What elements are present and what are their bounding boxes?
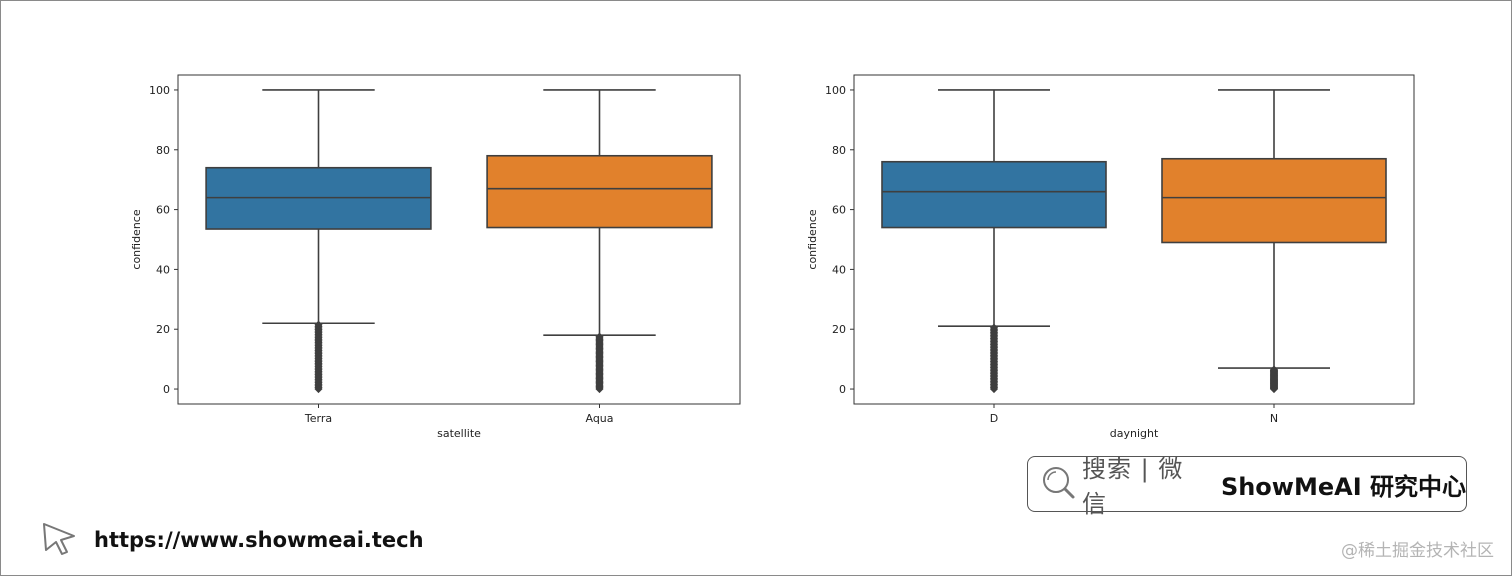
cursor-arrow-icon	[40, 518, 80, 562]
search-icon	[1040, 464, 1076, 504]
watermark: @稀土掘金技术社区	[1341, 541, 1494, 561]
x-axis-label: satellite	[437, 427, 481, 440]
x-tick-label: N	[1270, 412, 1278, 425]
y-axis-label: confidence	[806, 209, 819, 269]
site-url[interactable]: https://www.showmeai.tech	[94, 528, 424, 552]
badge-search-text: 搜索 | 微信	[1082, 455, 1184, 518]
y-tick-label: 80	[832, 144, 846, 157]
box-rect	[1161, 157, 1387, 244]
y-tick-label: 0	[163, 383, 170, 396]
y-tick-label: 100	[825, 84, 846, 97]
box-rect	[881, 160, 1107, 229]
x-tick-label: D	[990, 412, 998, 425]
x-tick-label: Terra	[304, 412, 332, 425]
y-axis-label: confidence	[130, 209, 143, 269]
box-N	[1161, 89, 1387, 394]
y-tick-label: 0	[839, 383, 846, 396]
site-link[interactable]: https://www.showmeai.tech	[40, 520, 424, 560]
axes-frame	[853, 74, 1415, 405]
badge-brand-text: ShowMeAI 研究中心	[1220, 472, 1466, 501]
y-tick-label: 100	[149, 84, 170, 97]
y-tick-label: 20	[156, 323, 170, 336]
box-D	[881, 89, 1107, 394]
box-Terra	[205, 89, 432, 394]
wechat-search-badge: 搜索 | 微信 ShowMeAI 研究中心	[1027, 455, 1467, 518]
box-Aqua	[486, 89, 713, 394]
y-tick-label: 40	[832, 263, 846, 276]
y-tick-label: 80	[156, 144, 170, 157]
y-tick-label: 60	[156, 204, 170, 217]
x-axis-label: daynight	[1110, 427, 1159, 440]
axes-frame	[177, 74, 741, 405]
x-tick-label: Aqua	[585, 412, 613, 425]
chart-panel-daynight: D N 0 20 40 60 80 100 daynight confidence	[806, 74, 1415, 440]
y-tick-label: 20	[832, 323, 846, 336]
y-tick-label: 40	[156, 263, 170, 276]
box-rect	[486, 154, 713, 229]
y-tick-label: 60	[832, 204, 846, 217]
chart-panel-satellite: Terra Aqua 0 20 40 60 80 100 satellite confidence	[130, 74, 741, 440]
